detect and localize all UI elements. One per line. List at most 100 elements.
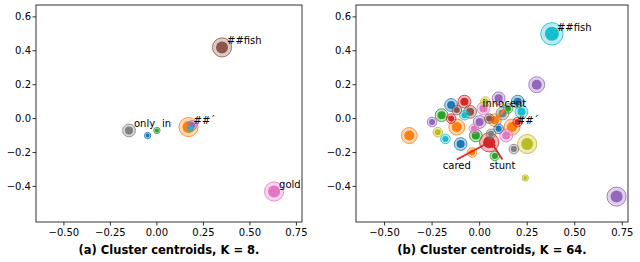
- centroid: [187, 126, 193, 132]
- x-tick: [296, 222, 297, 226]
- y-tick-label: 0.0: [335, 113, 351, 124]
- y-tick: [33, 118, 37, 119]
- figure: −0.50−0.250.000.250.500.75−0.4−0.20.00.2…: [0, 0, 640, 262]
- centroid-ring: [518, 134, 537, 153]
- centroid-ring: [607, 187, 626, 206]
- centroid-core: [611, 191, 623, 203]
- x-tick-label: 0.75: [285, 227, 307, 238]
- x-tick-label: 0.25: [516, 227, 538, 238]
- x-tick-label: −0.25: [95, 227, 126, 238]
- centroid: [446, 114, 456, 124]
- x-tick: [156, 222, 157, 226]
- y-tick-label: 0.4: [15, 45, 31, 56]
- x-tick: [110, 222, 111, 226]
- centroid-core: [448, 116, 454, 122]
- annotation: innocent: [483, 98, 527, 109]
- centroid-ring: [529, 77, 545, 93]
- centroid-ring: [401, 128, 417, 144]
- centroid-core: [404, 131, 414, 141]
- annotation-arrow: [491, 142, 502, 159]
- centroid-core: [471, 126, 477, 132]
- y-tick: [353, 16, 357, 17]
- annotation: in: [162, 118, 171, 129]
- centroid: [607, 187, 626, 206]
- x-tick-label: 0.75: [611, 227, 633, 238]
- centroid: [484, 114, 494, 124]
- x-tick: [432, 222, 433, 226]
- centroid: [529, 77, 545, 93]
- x-tick: [622, 222, 623, 226]
- centroid-ring: [144, 132, 150, 138]
- centroid: [433, 127, 443, 137]
- y-tick: [33, 16, 37, 17]
- centroid: [401, 128, 417, 144]
- y-tick: [33, 84, 37, 85]
- centroid-core: [488, 131, 494, 137]
- centroid: [427, 117, 437, 127]
- x-tick: [527, 222, 528, 226]
- centroid-ring: [446, 114, 456, 124]
- centroid-core: [435, 129, 441, 135]
- annotation: ##´: [517, 115, 539, 126]
- centroid: [486, 129, 496, 139]
- y-tick-label: 0.6: [335, 11, 351, 22]
- x-tick: [249, 222, 250, 226]
- x-tick-label: −0.50: [49, 227, 80, 238]
- x-tick-label: 0.50: [564, 227, 586, 238]
- x-tick-label: 0.00: [469, 227, 491, 238]
- y-tick-label: 0.4: [335, 45, 351, 56]
- annotation: only: [134, 118, 155, 129]
- annotation: stunt: [490, 160, 516, 171]
- centroid-core: [496, 126, 502, 132]
- centroid-core: [146, 134, 150, 138]
- x-tick: [479, 222, 480, 226]
- centroid-ring: [509, 144, 519, 154]
- centroid: [518, 134, 537, 153]
- centroid-ring: [486, 129, 496, 139]
- y-tick-label: 0.2: [15, 79, 31, 90]
- centroid-ring: [454, 138, 467, 151]
- annotation-arrow: [457, 142, 489, 159]
- panel: −0.50−0.250.000.250.500.75−0.4−0.20.00.2…: [327, 5, 634, 257]
- centroid-core: [125, 126, 133, 134]
- centroid-core: [438, 111, 446, 119]
- y-tick: [33, 152, 37, 153]
- centroid-ring: [484, 114, 494, 124]
- x-tick-label: 0.50: [239, 227, 261, 238]
- centroid: [454, 138, 467, 151]
- annotation-arrowhead: [495, 115, 500, 121]
- centroid: [509, 144, 519, 154]
- centroid: [144, 132, 150, 138]
- y-tick: [353, 118, 357, 119]
- centroid-core: [188, 127, 192, 131]
- y-tick: [353, 50, 357, 51]
- frame: [356, 5, 628, 222]
- x-tick-label: −0.25: [417, 227, 448, 238]
- y-tick: [353, 152, 357, 153]
- annotation: ##´: [194, 115, 216, 126]
- x-tick: [203, 222, 204, 226]
- centroid-ring: [441, 134, 451, 144]
- annotation: cared: [443, 160, 471, 171]
- centroid-core: [521, 138, 533, 150]
- centroid-core: [452, 122, 462, 132]
- points: [123, 38, 284, 201]
- x-tick-label: 0.25: [192, 227, 214, 238]
- y-tick: [353, 186, 357, 187]
- x-tick: [574, 222, 575, 226]
- centroid-core: [502, 132, 510, 140]
- centroid: [469, 124, 479, 134]
- centroid-core: [460, 98, 468, 106]
- x-tick-label: 0.00: [146, 227, 168, 238]
- centroid-core: [461, 112, 467, 118]
- y-tick-label: 0.0: [15, 113, 31, 124]
- centroid-core: [486, 116, 492, 122]
- y-tick: [353, 84, 357, 85]
- y-tick-label: 0.6: [15, 11, 31, 22]
- frame: [36, 5, 302, 222]
- x-tick: [384, 222, 385, 226]
- panel-title: (b) Cluster centroids, K = 64.: [397, 243, 586, 257]
- y-tick-label: −0.4: [327, 181, 351, 192]
- annotation-arrow: [495, 110, 505, 121]
- annotation: gold: [279, 179, 301, 190]
